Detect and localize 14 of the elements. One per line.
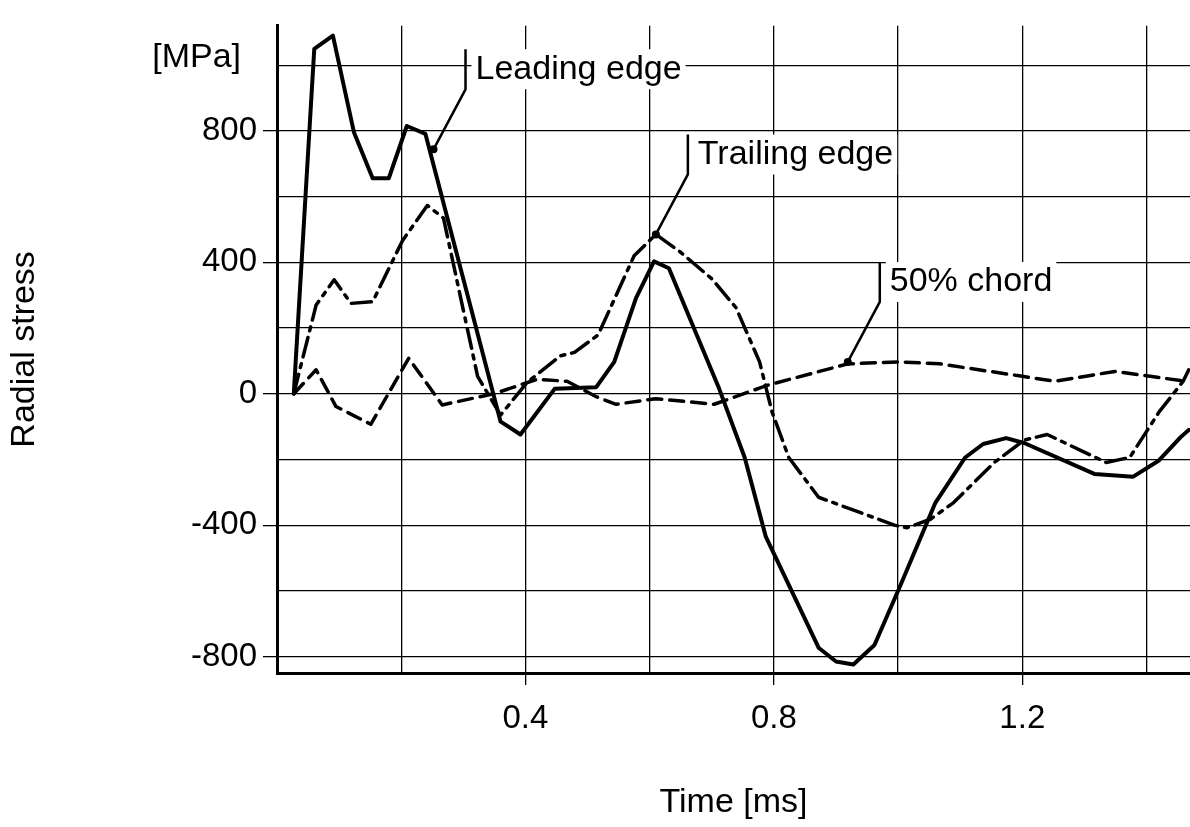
y-tick-label: 400	[201, 241, 257, 279]
y-tick-label: -400	[190, 504, 257, 542]
annotation: Trailing edge	[697, 132, 894, 171]
annotation: 50% chord	[889, 260, 1053, 299]
x-tick-label: 0.4	[502, 697, 549, 735]
y-tick-label: 0	[238, 372, 257, 410]
y-tick-label: -800	[190, 635, 257, 673]
y-axis-title: Radial stress	[2, 251, 41, 448]
x-tick-label: 1.2	[999, 697, 1046, 735]
x-tick-label: 0.8	[750, 697, 797, 735]
y-tick-label: 800	[201, 110, 257, 148]
x-axis-title: Time [ms]	[659, 780, 808, 819]
text: [MPa]	[152, 36, 241, 75]
annotation: Leading edge	[475, 47, 682, 86]
